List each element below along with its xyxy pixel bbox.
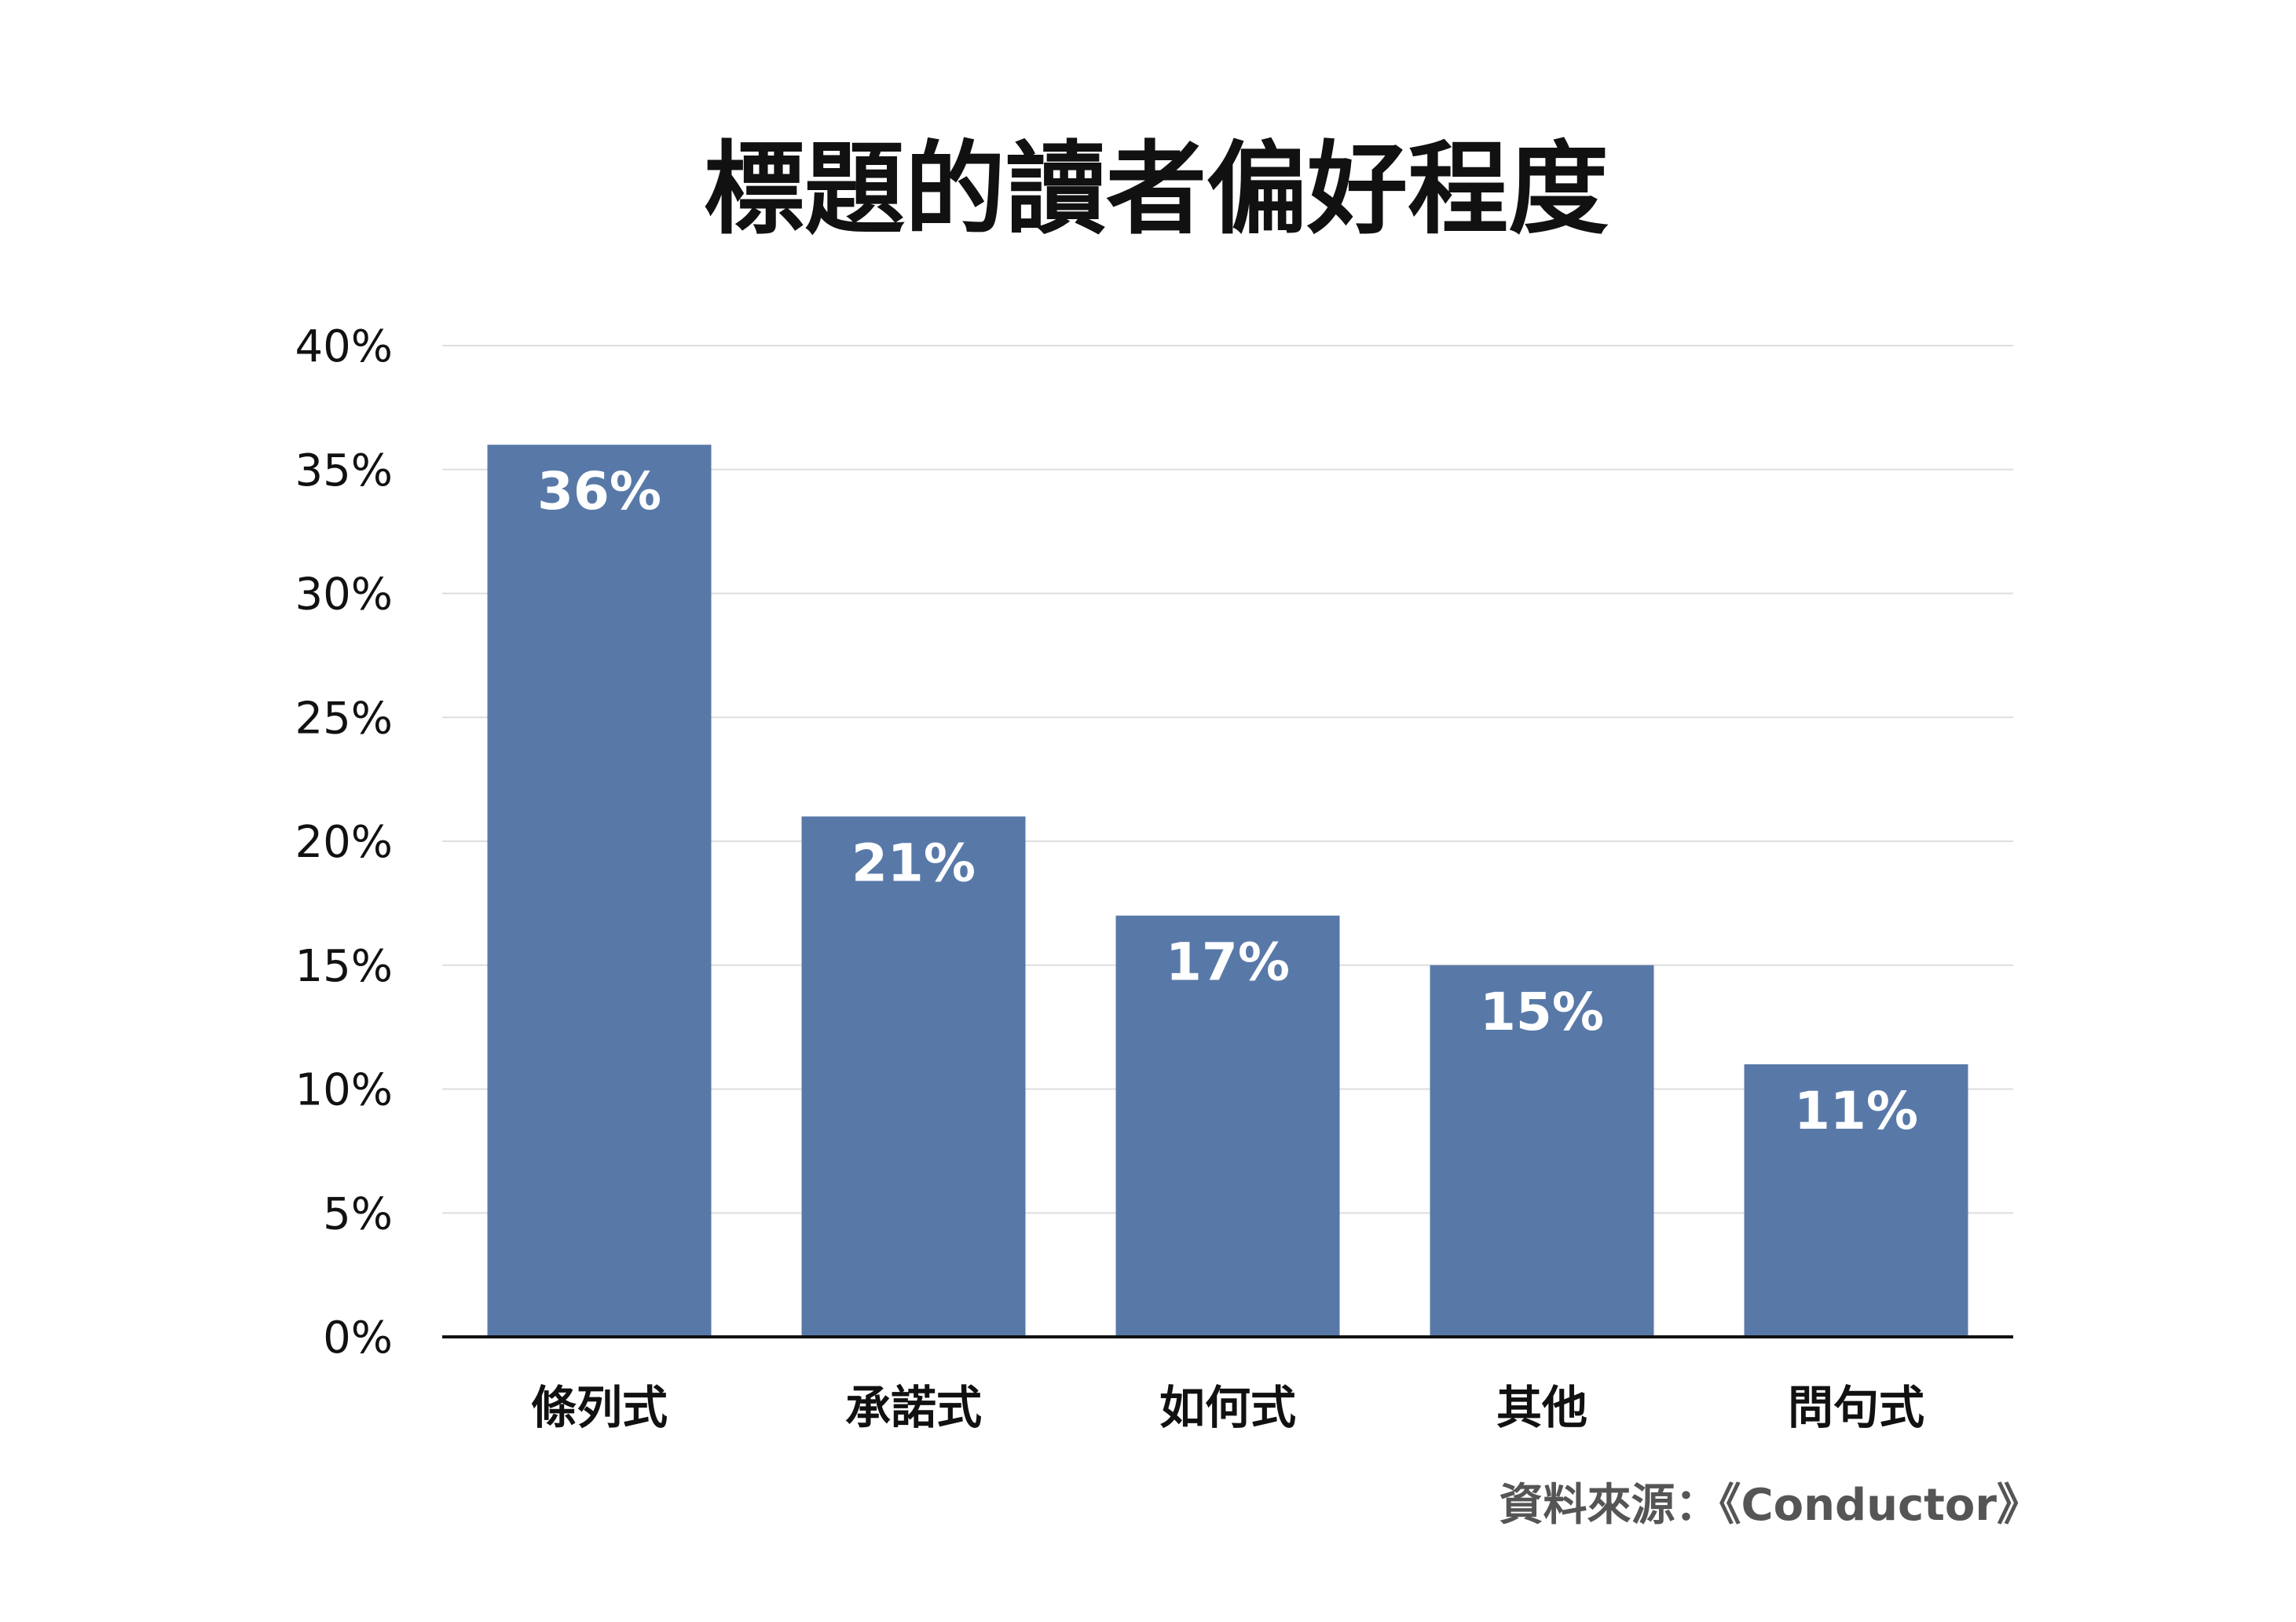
y-tick-label: 10% xyxy=(295,1065,393,1116)
bar xyxy=(1744,1064,1968,1337)
x-tick-label: 承諾式 xyxy=(845,1381,982,1434)
y-tick-label: 0% xyxy=(323,1313,393,1364)
y-tick-label: 15% xyxy=(295,941,393,992)
bar xyxy=(801,816,1026,1337)
x-tick-label: 如何式 xyxy=(1159,1381,1296,1434)
data-labels: 36% 21% 17% 15% 11% xyxy=(537,461,1918,1141)
x-axis-ticks: 條列式 承諾式 如何式 其他 問句式 xyxy=(531,1381,1924,1434)
data-label: 17% xyxy=(1166,932,1290,993)
x-tick-label: 問句式 xyxy=(1788,1381,1924,1434)
y-axis-ticks: 0% 5% 10% 15% 20% 25% 30% 35% 40% xyxy=(295,321,393,1364)
chart-title: 標題的讀者偏好程度 xyxy=(704,131,1609,248)
y-tick-label: 20% xyxy=(295,817,393,868)
bar xyxy=(487,445,712,1338)
bar xyxy=(1430,965,1654,1337)
data-label: 21% xyxy=(851,833,976,893)
data-label: 11% xyxy=(1794,1081,1918,1141)
y-tick-label: 25% xyxy=(295,693,393,744)
bars xyxy=(487,445,1968,1338)
y-tick-label: 40% xyxy=(295,321,393,372)
bar xyxy=(1115,915,1340,1337)
data-label: 36% xyxy=(537,461,661,522)
x-tick-label: 條列式 xyxy=(531,1381,668,1434)
x-tick-label: 其他 xyxy=(1496,1381,1587,1434)
y-tick-label: 5% xyxy=(323,1188,393,1239)
y-tick-label: 30% xyxy=(295,569,393,621)
source-note: 資料來源：《Conductor》 xyxy=(1500,1480,2041,1531)
y-tick-label: 35% xyxy=(295,445,393,496)
data-label: 15% xyxy=(1480,982,1604,1042)
